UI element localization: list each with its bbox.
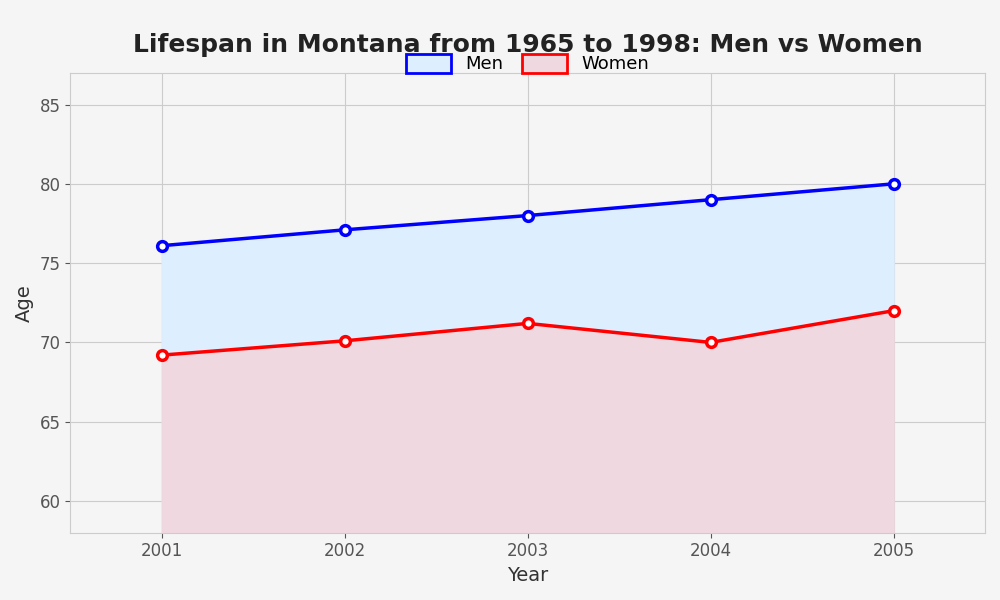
Legend: Men, Women: Men, Women bbox=[397, 45, 658, 82]
Y-axis label: Age: Age bbox=[15, 284, 34, 322]
X-axis label: Year: Year bbox=[507, 566, 548, 585]
Title: Lifespan in Montana from 1965 to 1998: Men vs Women: Lifespan in Montana from 1965 to 1998: M… bbox=[133, 33, 923, 57]
